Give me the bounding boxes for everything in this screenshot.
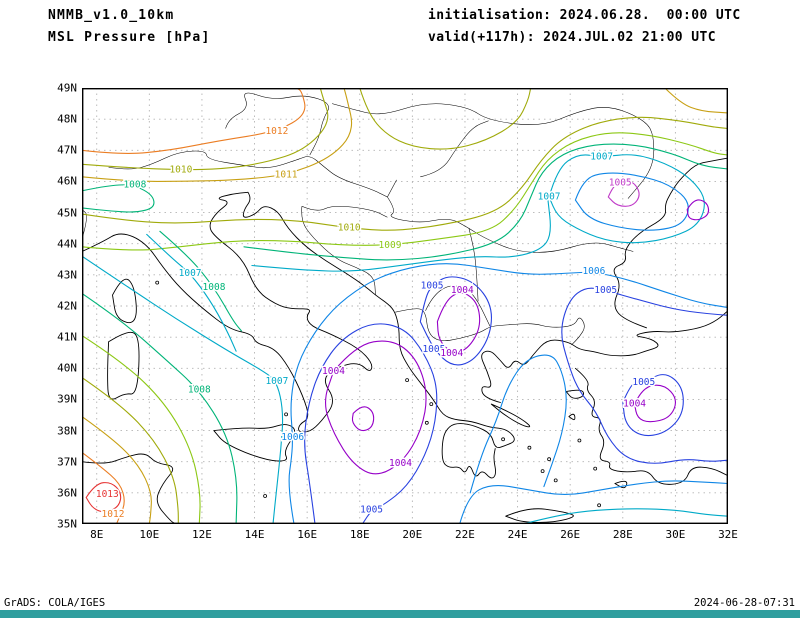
lat-tick-label: 44N xyxy=(57,237,77,251)
lat-tick-label: 45N xyxy=(57,206,77,220)
lat-tick-label: 47N xyxy=(57,143,77,157)
isobar-label: 1004 xyxy=(451,285,474,296)
isobar-label: 1011 xyxy=(275,170,298,181)
lon-tick-label: 26E xyxy=(560,528,581,541)
lat-tick-label: 35N xyxy=(57,517,77,531)
initialisation-time: initialisation: 2024.06.28. 00:00 UTC xyxy=(428,8,741,23)
isobar-label: 1004 xyxy=(440,348,463,359)
isobar-label: 1012 xyxy=(102,509,125,520)
isobar-label: 1010 xyxy=(338,223,361,234)
lat-tick-label: 39N xyxy=(57,392,77,406)
lon-tick-label: 14E xyxy=(244,528,265,541)
lat-tick-label: 36N xyxy=(57,486,77,500)
isobar-label: 1005 xyxy=(632,377,655,388)
valid-time: valid(+117h): 2024.JUL.02 21:00 UTC xyxy=(428,30,716,45)
isobar-label: 1004 xyxy=(389,458,412,469)
lat-tick-label: 40N xyxy=(57,361,77,375)
isobar-label: 1005 xyxy=(421,280,444,291)
lat-tick-label: 48N xyxy=(57,112,77,126)
isobar-label: 1007 xyxy=(590,152,613,163)
isobar-label: 1007 xyxy=(538,192,561,203)
isobar-label: 1012 xyxy=(265,126,288,137)
isobar-label: 1007 xyxy=(265,376,288,387)
isobar-label: 1004 xyxy=(623,399,646,410)
isobar-label: 1010 xyxy=(169,164,192,175)
lat-tick-label: 46N xyxy=(57,174,77,188)
lat-tick-label: 37N xyxy=(57,455,77,469)
isobar-label: 1005 xyxy=(360,505,383,516)
isobar-label: 1004 xyxy=(322,366,345,377)
lon-tick-label: 32E xyxy=(718,528,738,541)
lat-tick-label: 38N xyxy=(57,424,77,438)
lon-tick-label: 16E xyxy=(297,528,318,541)
isobar-label: 1005 xyxy=(422,344,445,355)
lat-tick-label: 49N xyxy=(57,81,77,95)
map-frame xyxy=(82,88,728,524)
lon-tick-label: 12E xyxy=(192,528,212,541)
variable-title: MSL Pressure [hPa] xyxy=(48,30,211,45)
lat-tick-label: 42N xyxy=(57,299,77,313)
isobar-label: 1008 xyxy=(203,282,226,293)
lon-tick-label: 22E xyxy=(455,528,475,541)
lat-tick-label: 43N xyxy=(57,268,77,282)
lon-tick-label: 30E xyxy=(665,528,686,541)
isobar-label: 1008 xyxy=(123,180,146,191)
lat-tick-label: 41N xyxy=(57,330,77,344)
pressure-map-svg: 1013 1012 1012 1011 1010 1010 1009 1008 1008 1008… xyxy=(82,88,728,524)
isobar-label: 1007 xyxy=(179,268,202,279)
isobar-label: 1006 xyxy=(582,266,605,277)
pressure-map: 1013 1012 1012 1011 1010 1010 1009 1008 1008 1008… xyxy=(82,88,728,524)
isobar-label: 1006 xyxy=(281,432,304,443)
isobar-label: 1013 xyxy=(96,489,119,500)
model-title: NMMB_v1.0_10km xyxy=(48,8,175,23)
grid-layer xyxy=(82,88,728,524)
isobar-label: 1009 xyxy=(379,240,402,251)
lon-tick-label: 10E xyxy=(139,528,160,541)
lon-tick-label: 18E xyxy=(349,528,370,541)
creation-timestamp: 2024-06-28-07:31 xyxy=(693,597,795,609)
isobar-label: 1005 xyxy=(609,178,632,189)
isobar-label-layer: 1013 1012 1012 1011 1010 1010 1009 1008 1008 1008… xyxy=(94,125,656,522)
footer-bar xyxy=(0,610,800,618)
isobar-label: 1005 xyxy=(594,285,617,296)
isobar-layer xyxy=(82,88,728,524)
coastline-layer xyxy=(82,92,728,524)
isobar-label: 1008 xyxy=(188,385,211,396)
lon-tick-label: 20E xyxy=(402,528,423,541)
grads-credit: GrADS: COLA/IGES xyxy=(4,597,106,609)
lon-tick-label: 28E xyxy=(612,528,633,541)
lon-tick-label: 8E xyxy=(90,528,104,541)
lon-tick-label: 24E xyxy=(507,528,528,541)
